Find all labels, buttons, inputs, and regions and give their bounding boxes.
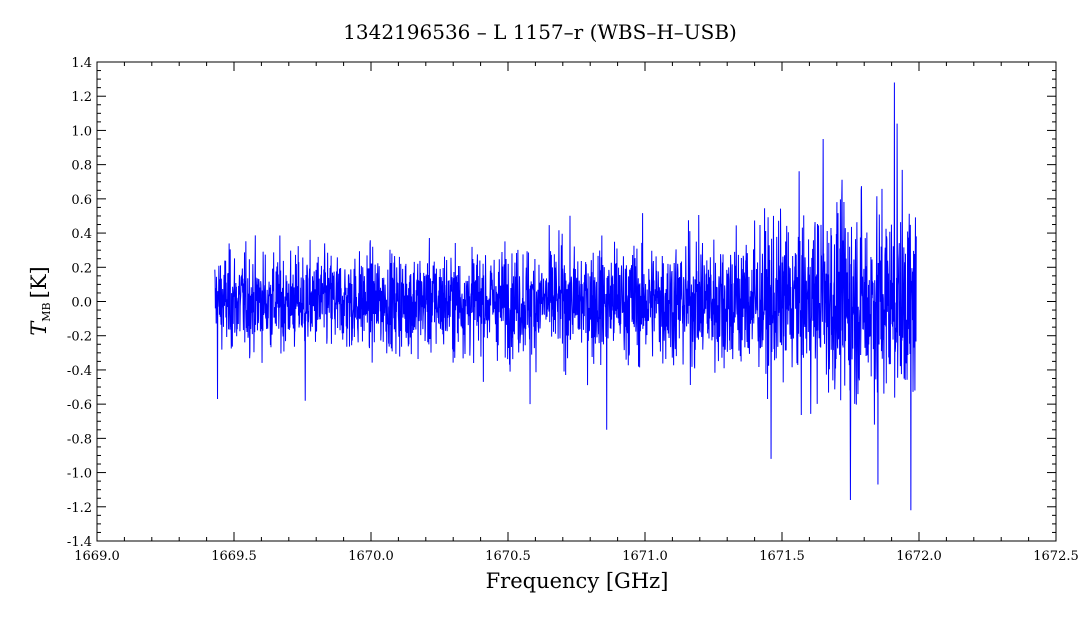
x-tick-labels: 1669.0 1669.5 1670.0 1670.5 1671.0 1671.5 1672…	[74, 549, 1079, 564]
x-tick-label: 1672.0	[896, 549, 942, 564]
x-tick-label: 1670.5	[485, 549, 531, 564]
y-tick-label: -1.4	[67, 535, 92, 550]
chart-title: 1342196536 – L 1157–r (WBS–H–USB)	[343, 20, 737, 44]
x-tick-label: 1669.0	[74, 549, 120, 564]
x-axis-label: Frequency [GHz]	[486, 569, 669, 593]
y-tick-labels: -1.4 -1.2 -1.0 -0.8 -0.6 -0.4 -0.2 0.0 0.2 0.4 0.6…	[67, 56, 92, 550]
y-tick-label: -0.8	[67, 432, 92, 447]
y-axis-label-unit: [K]	[27, 266, 51, 298]
y-tick-label: 0.0	[71, 296, 92, 311]
y-axis-label-sub: MB	[40, 302, 53, 321]
y-tick-label: 0.2	[71, 261, 92, 276]
y-tick-label: 1.0	[71, 124, 92, 139]
x-tick-label: 1671.5	[759, 549, 805, 564]
y-tick-label: 0.8	[71, 159, 92, 174]
axis-ticks	[96, 61, 1057, 542]
y-axis-label: TMB [K]	[27, 266, 53, 335]
x-tick-label: 1671.0	[622, 549, 668, 564]
y-axis-label-main: T	[27, 320, 51, 336]
x-tick-label: 1669.5	[211, 549, 257, 564]
y-tick-label: 1.4	[71, 56, 92, 71]
spectrum-series	[214, 82, 917, 511]
y-tick-label: 0.4	[71, 227, 92, 242]
spectrum-line	[214, 82, 917, 511]
x-tick-label: 1670.0	[348, 549, 394, 564]
x-tick-label: 1672.5	[1033, 549, 1079, 564]
y-tick-label: -0.4	[67, 364, 92, 379]
svg-text:TMB[K]: TMB [K]	[27, 266, 53, 335]
y-tick-label: -0.6	[67, 398, 92, 413]
y-tick-label: -1.2	[67, 501, 92, 516]
y-tick-label: 1.2	[71, 90, 92, 105]
y-tick-label: -1.0	[67, 467, 92, 482]
y-tick-label: 0.6	[71, 193, 92, 208]
y-tick-label: -0.2	[67, 330, 92, 345]
